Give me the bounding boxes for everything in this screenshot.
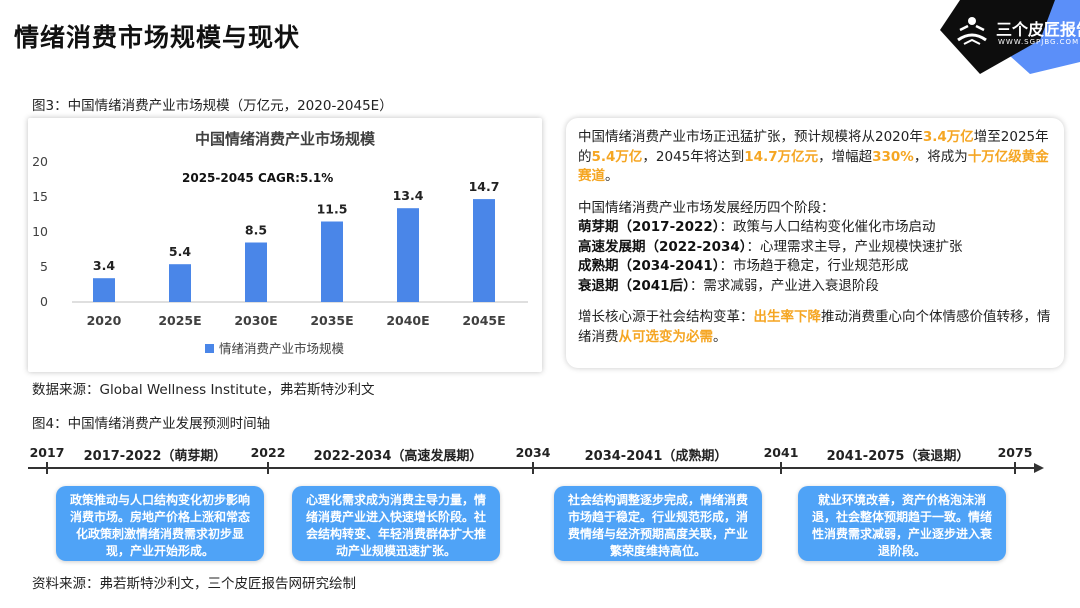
logo-url: WWW.SGPJBG.COM [998,38,1080,46]
reading-person-icon [957,17,987,45]
data-label: 5.4 [169,244,191,259]
timeline-year-2075: 2075 [997,445,1033,460]
stage-label-mature: 2034-2041（成熟期） [584,449,728,464]
stage-box-decline: 就业环境改善，资产价格泡沫消退，社会整体预期趋于一致。情绪性消费需求减弱，产业逐… [798,486,1006,561]
timeline-year-2034: 2034 [515,445,551,460]
figure4-source: 资料来源：弗若斯特沙利文，三个皮匠报告网研究绘制 [32,576,356,592]
timeline-year-2041: 2041 [763,445,799,460]
figure3-caption: 图3：中国情绪消费产业市场规模（万亿元，2020-2045E） [32,98,393,114]
info-paragraph-driver: 增长核心源于社会结构变革：出生率下降推动消费重心向个体情感价值转移，情绪消费从可… [578,309,1051,345]
y-tick-label: 0 [40,294,48,309]
bar [169,264,191,302]
y-tick-label: 5 [40,259,48,274]
bar [473,199,495,302]
y-tick-label: 10 [32,224,48,239]
brand-logo: 三个皮匠报告 WWW.SGPJBG.COM [920,0,1080,74]
stage-label-decline: 2041-2075（衰退期） [826,449,970,464]
y-tick-label: 15 [32,189,48,204]
page-title: 情绪消费市场规模与现状 [14,23,301,52]
timeline-year-2017: 2017 [29,445,65,460]
stage-box-rapid: 心理化需求成为消费主导力量，情绪消费产业进入快速增长阶段。社会结构转变、年轻消费… [292,486,500,561]
x-tick-label: 2040E [386,313,429,328]
data-label: 8.5 [245,223,267,238]
stage-item: 成熟期（2034-2041）：市场趋于稳定，行业规范形成 [578,258,909,274]
legend-swatch [205,344,214,353]
timeline-arrow-icon [1034,463,1044,473]
x-tick-label: 2045E [462,313,505,328]
chart-svg: 中国情绪消费产业市场规模 2025-2045 CAGR:5.1% 0 5 10 15 2… [32,130,528,356]
stage-label-sprout: 2017-2022（萌芽期） [83,449,227,464]
data-label: 11.5 [317,202,348,217]
stage-item: 萌芽期（2017-2022）：政策与人口结构变化催化市场启动 [578,219,936,235]
stage-box-sprout: 政策推动与人口结构变化初步影响消费市场。房地产价格上涨和常态化政策刺激情绪消费需… [56,486,264,561]
y-axis: 0 5 10 15 20 [32,154,48,309]
figure3-source: 数据来源：Global Wellness Institute，弗若斯特沙利文 [32,382,375,398]
timeline-axis [28,462,1044,474]
data-label: 14.7 [469,179,500,194]
stage-label-rapid: 2022-2034（高速发展期） [313,449,483,464]
data-label: 13.4 [393,188,424,203]
bar-series: 3.4 5.4 8.5 11.5 13.4 14.7 [93,179,500,302]
stages-intro: 中国情绪消费产业市场发展经历四个阶段： [578,199,835,216]
x-tick-label: 2020 [87,313,122,328]
figure4-caption: 图4：中国情绪消费产业发展预测时间轴 [32,416,271,432]
stage-item: 衰退期（2041后）：需求减弱，产业进入衰退阶段 [578,277,879,294]
bar [93,278,115,302]
legend-label: 情绪消费产业市场规模 [219,341,345,356]
cagr-annotation: 2025-2045 CAGR:5.1% [182,171,333,185]
market-size-chart: 中国情绪消费产业市场规模 2025-2045 CAGR:5.1% 0 5 10 15 2… [28,118,542,372]
bar [397,208,419,302]
x-tick-label: 2025E [158,313,201,328]
logo-graphic [940,0,1080,74]
x-axis: 2020 2025E 2030E 2035E 2040E 2045E [87,313,506,328]
stage-item: 高速发展期（2022-2034）：心理需求主导，产业规模快速扩张 [578,238,963,255]
bar [245,242,267,302]
data-label: 3.4 [93,258,115,273]
info-box: 中国情绪消费产业市场正迅猛扩张，预计规模将从2020年3.4万亿增至2025年的… [566,118,1064,368]
y-tick-label: 20 [32,154,48,169]
info-paragraph-growth: 中国情绪消费产业市场正迅猛扩张，预计规模将从2020年3.4万亿增至2025年的… [578,129,1049,184]
x-tick-label: 2030E [234,313,277,328]
chart-legend: 情绪消费产业市场规模 [205,341,345,356]
chart-title: 中国情绪消费产业市场规模 [195,130,376,148]
x-tick-label: 2035E [310,313,353,328]
stage-box-mature: 社会结构调整逐步完成，情绪消费市场趋于稳定。行业规范形成，消费情绪与经济预期高度… [554,486,762,561]
bar [321,221,343,302]
timeline-year-2022: 2022 [250,445,286,460]
logo-name: 三个皮匠报告 [996,20,1080,39]
